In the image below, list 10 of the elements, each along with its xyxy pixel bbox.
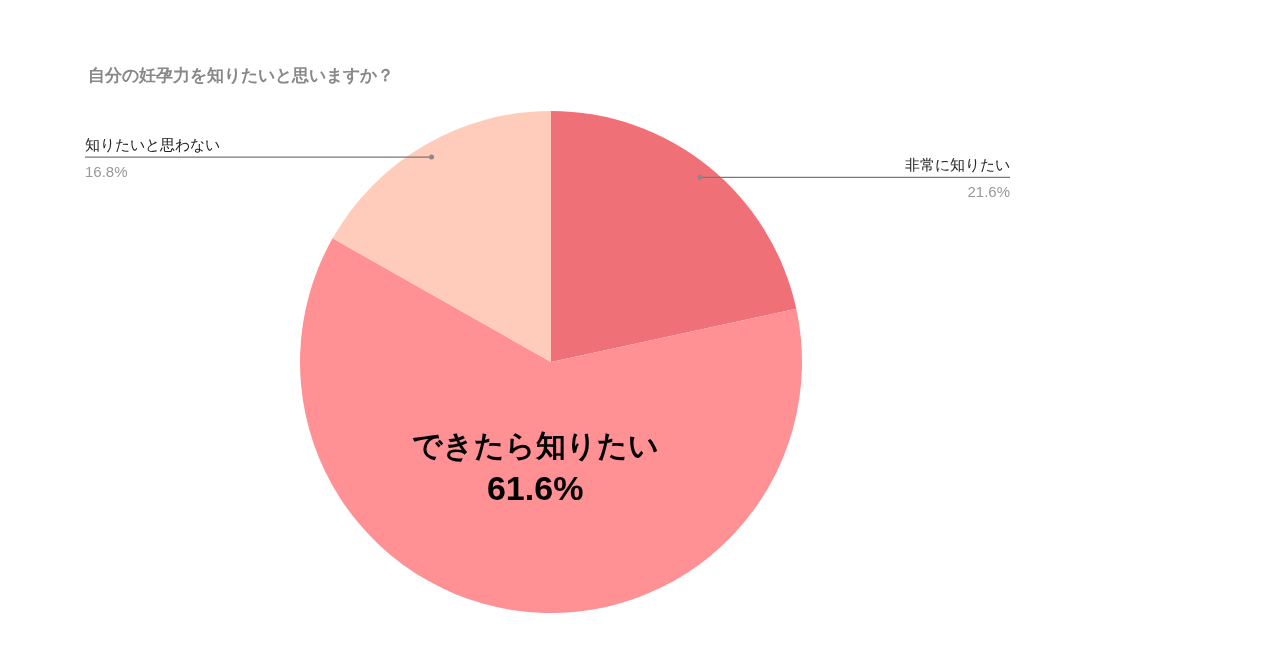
data-label: 21.6% — [967, 183, 1010, 201]
pie-slice — [551, 111, 797, 362]
slice-label: 知りたいと思わない — [85, 136, 220, 155]
data-label: 61.6% — [486, 469, 584, 508]
slice-label: できたら知りたい — [411, 428, 659, 464]
slice-label: 非常に知りたい — [905, 156, 1010, 175]
chart-title: 自分の妊孕力を知りたいと思いますか？ — [88, 64, 394, 87]
pie-slice — [300, 238, 802, 613]
pie-slice — [332, 111, 551, 362]
data-label: 16.8% — [85, 163, 128, 181]
